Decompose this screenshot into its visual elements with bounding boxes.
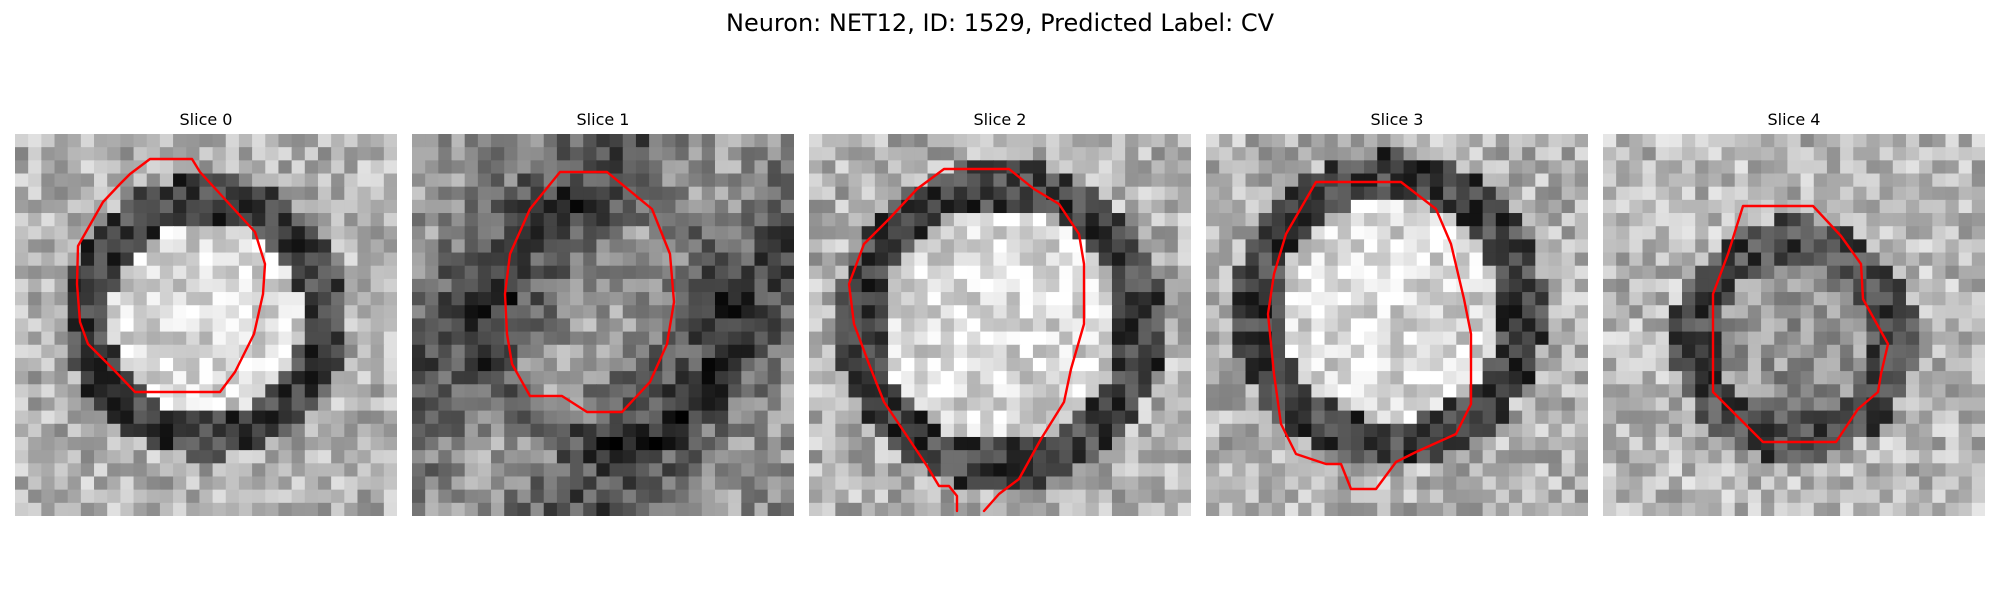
micrograph-pixels-0: [15, 134, 397, 516]
slice-title-1: Slice 1: [576, 110, 630, 129]
slice-panel-2: Slice 2: [809, 110, 1191, 516]
segmentation-contour-1: [503, 170, 676, 414]
slice-title-4: Slice 4: [1767, 110, 1821, 129]
segmentation-contour-3: [1266, 180, 1473, 491]
slice-image-1: [412, 134, 794, 516]
segmentation-contour-2-main: [847, 167, 1086, 513]
segmentation-contour-4: [1711, 204, 1890, 444]
slice-image-0: [15, 134, 397, 516]
micrograph-pixels-3: [1206, 134, 1588, 516]
micrograph-pixels-4: [1603, 134, 1985, 516]
slice-panel-1: Slice 1: [412, 110, 794, 516]
slice-panel-0: Slice 0: [15, 110, 397, 516]
segmentation-contour-0: [75, 157, 267, 394]
slice-title-3: Slice 3: [1370, 110, 1424, 129]
micrograph-pixels-1: [412, 134, 794, 516]
slice-image-4: [1603, 134, 1985, 516]
slice-panel-4: Slice 4: [1603, 110, 1985, 516]
slice-image-2: [809, 134, 1191, 516]
slice-panel-3: Slice 3: [1206, 110, 1588, 516]
micrograph-pixels-2: [809, 134, 1191, 516]
slice-title-0: Slice 0: [179, 110, 233, 129]
slice-title-2: Slice 2: [973, 110, 1027, 129]
slice-image-3: [1206, 134, 1588, 516]
figure-title: Neuron: NET12, ID: 1529, Predicted Label…: [726, 9, 1274, 37]
